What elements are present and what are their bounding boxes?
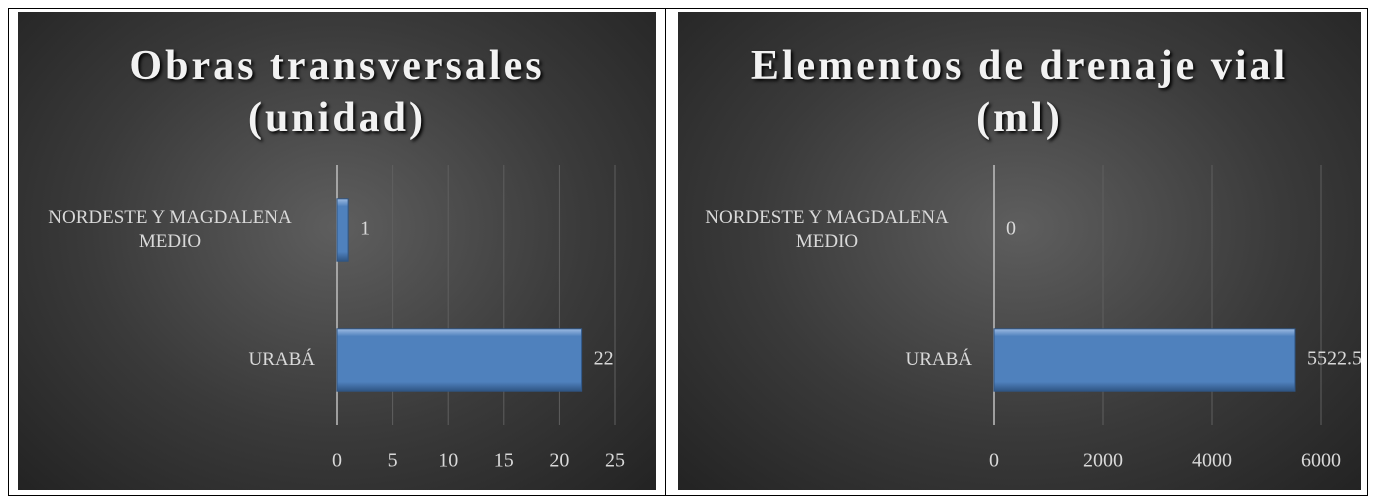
x-tick-label: 10 (438, 450, 458, 472)
x-tick-label: 15 (494, 450, 514, 472)
table-cell (665, 8, 1368, 496)
x-tick-label: 6000 (1301, 450, 1341, 472)
x-tick-label: 0 (332, 450, 342, 472)
bar (336, 328, 583, 392)
data-label: 5522.5 (1307, 348, 1362, 370)
category-label: NORDESTE Y MAGDALENA MEDIO (705, 207, 949, 252)
x-tick-label: 25 (605, 450, 625, 472)
category-label: URABÁ (905, 349, 972, 370)
data-label: 22 (594, 348, 614, 370)
x-tick-label: 4000 (1192, 450, 1232, 472)
category-label: URABÁ (248, 349, 315, 370)
x-tick-label: 2000 (1083, 450, 1123, 472)
x-tick-label: 5 (388, 450, 398, 472)
chart-title: Obras transversales (unidad) (129, 43, 545, 141)
data-label: 1 (360, 218, 370, 240)
chart-title: Elementos de drenaje vial (ml) (750, 43, 1289, 141)
chart-background (678, 12, 1361, 490)
bar (336, 198, 349, 262)
bar (993, 328, 1296, 392)
data-label: 0 (1006, 218, 1016, 240)
x-tick-label: 0 (989, 450, 999, 472)
category-label: NORDESTE Y MAGDALENA MEDIO (48, 207, 292, 252)
x-tick-label: 20 (549, 450, 569, 472)
